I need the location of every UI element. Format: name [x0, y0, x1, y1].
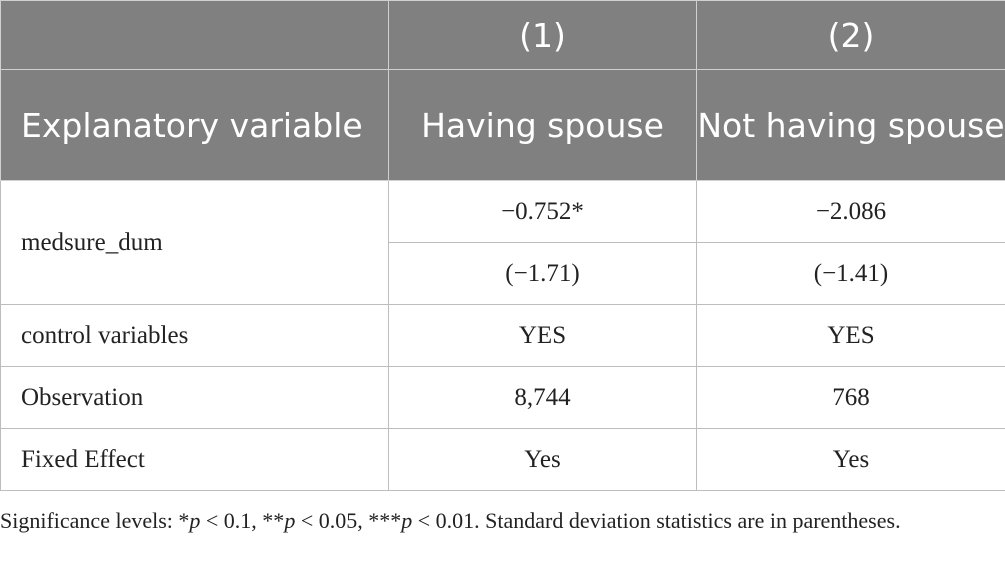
fixed-effect-value-1: Yes — [388, 428, 697, 491]
observation-value-2: 768 — [696, 366, 1005, 429]
table-row-medsure-coef: medsure_dum −0.752* −2.086 — [0, 180, 1005, 305]
header-row-titles: Explanatory variable Having spouse Not h… — [0, 69, 1005, 181]
col-number-1: (1) — [388, 0, 697, 70]
table-row-fixed-effect: Fixed Effect Yes Yes — [0, 428, 1005, 491]
row-label-medsure: medsure_dum — [0, 180, 389, 305]
note-p-symbol-2: p — [284, 508, 296, 533]
medsure-coef-1: −0.752* — [388, 180, 697, 243]
col-title-not-having-spouse: Not having spouse — [696, 69, 1005, 181]
controls-value-2: YES — [696, 304, 1005, 367]
medsure-coef-2: −2.086 — [696, 180, 1005, 243]
table-footnote: Significance levels: *p < 0.1, **p < 0.0… — [0, 505, 990, 537]
row-label-fixed-effect: Fixed Effect — [0, 428, 389, 491]
header-empty-cell — [0, 0, 389, 70]
note-p-symbol-1: p — [189, 508, 201, 533]
table-row-observation: Observation 8,744 768 — [0, 366, 1005, 429]
header-row-numbers: (1) (2) — [0, 0, 1005, 70]
row-label-observation: Observation — [0, 366, 389, 429]
observation-value-1: 8,744 — [388, 366, 697, 429]
note-text-1: < 0.1, ** — [200, 508, 285, 533]
controls-value-1: YES — [388, 304, 697, 367]
regression-table: (1) (2) Explanatory variable Having spou… — [0, 0, 1005, 491]
note-text-3: < 0.01. Standard deviation statistics ar… — [412, 508, 901, 533]
row-label-controls: control variables — [0, 304, 389, 367]
note-p-symbol-3: p — [401, 508, 413, 533]
note-prefix: Significance levels: * — [0, 508, 190, 533]
medsure-tstat-2: (−1.41) — [696, 242, 1005, 305]
col-number-2: (2) — [696, 0, 1005, 70]
fixed-effect-value-2: Yes — [696, 428, 1005, 491]
explanatory-variable-header: Explanatory variable — [0, 69, 389, 181]
medsure-tstat-1: (−1.71) — [388, 242, 697, 305]
table-row-medsure-tstat: (−1.71) (−1.41) — [1, 242, 1005, 305]
note-text-2: < 0.05, *** — [295, 508, 402, 533]
col-title-having-spouse: Having spouse — [388, 69, 697, 181]
table-row-controls: control variables YES YES — [0, 304, 1005, 367]
